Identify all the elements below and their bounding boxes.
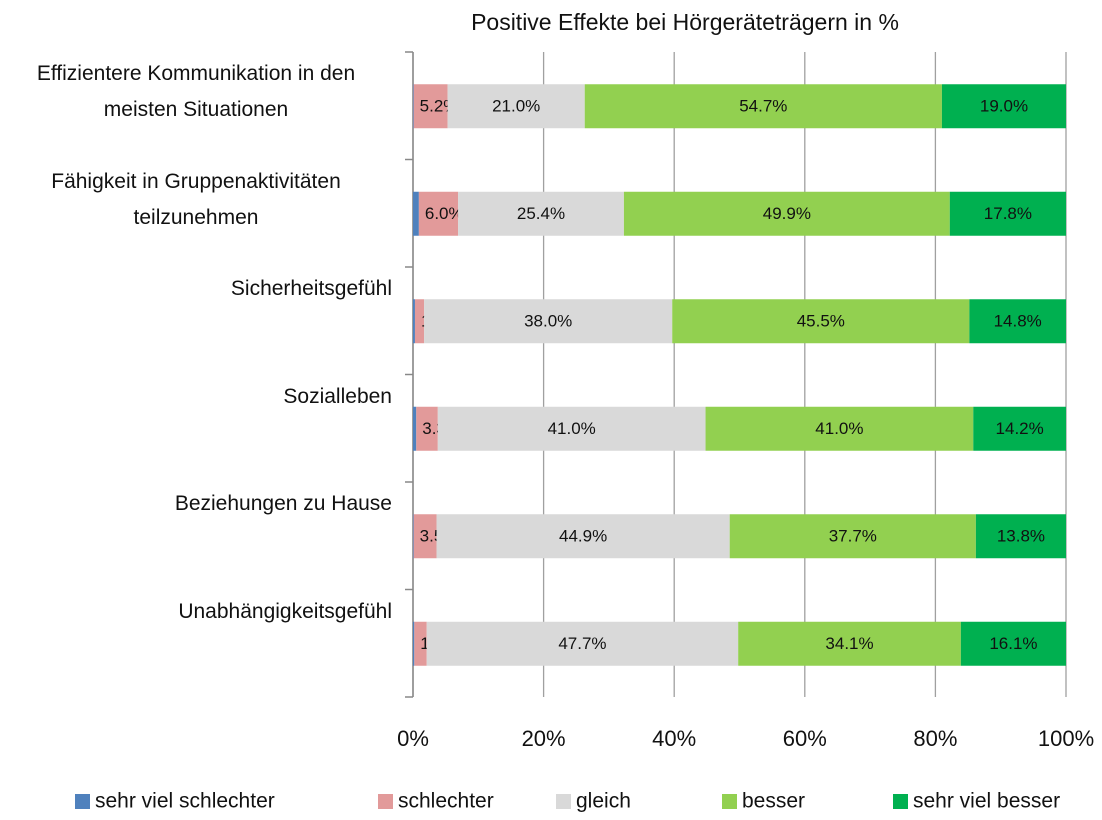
data-label: 14.2% — [996, 419, 1044, 438]
category-label-box: Effizientere Kommunikation in den meiste… — [0, 56, 392, 128]
bar-segment — [413, 406, 417, 451]
x-tick-label: 100% — [1038, 726, 1094, 751]
y-tick-label: Sozialleben — [283, 384, 392, 408]
bar-segment — [738, 621, 961, 666]
bar-segment — [413, 514, 414, 559]
data-label: 21.0% — [492, 97, 540, 116]
bar-segment — [413, 514, 437, 559]
y-tick-label: Beziehungen zu Hause — [174, 492, 392, 515]
bar-segment — [413, 299, 415, 344]
x-tick-label: 40% — [652, 726, 696, 751]
bar-segment — [973, 406, 1066, 451]
bar-segment — [436, 514, 730, 559]
y-tick-label: Effizientere Kommunikation in den meiste… — [36, 62, 356, 121]
legend-label: schlechter — [398, 790, 494, 813]
data-label: 34.1% — [825, 634, 873, 653]
category-label-box: Sicherheitsgefühl — [0, 271, 392, 307]
category-label-box: Sozialleben — [0, 379, 392, 415]
bar-segment — [413, 84, 414, 129]
chart-title: Positive Effekte bei Hörgeräteträgern in… — [471, 9, 899, 35]
legend-label: sehr viel schlechter — [95, 790, 275, 813]
legend-swatch — [556, 794, 571, 809]
data-label: 25.4% — [517, 204, 565, 223]
data-label: 14.8% — [994, 312, 1042, 331]
data-label: 47.7% — [558, 634, 606, 653]
legend-swatch — [75, 794, 90, 809]
bar-segment — [413, 621, 415, 666]
bar-segment — [424, 299, 673, 344]
data-label: 49.9% — [763, 204, 811, 223]
bar-segment — [960, 621, 1066, 666]
bar-segment — [623, 191, 950, 236]
bar-segment — [413, 191, 419, 236]
bar-segment — [447, 84, 585, 129]
bar-segment — [426, 621, 739, 666]
y-tick-label: Fähigkeit in Gruppenaktivitäten teilzune… — [51, 169, 341, 229]
x-tick-label: 60% — [783, 726, 827, 751]
data-label: 19.0% — [980, 97, 1028, 116]
category-label-box: Fähigkeit in Gruppenaktivitäten teilzune… — [0, 164, 392, 236]
bar-segment — [416, 406, 438, 451]
bar-segment — [969, 299, 1066, 344]
y-tick-label: Sicherheitsgefühl — [230, 277, 392, 300]
x-tick-label: 0% — [397, 726, 429, 751]
data-label: 37.7% — [829, 527, 877, 546]
x-tick-label: 20% — [522, 726, 566, 751]
data-label: 41.0% — [548, 419, 596, 438]
bar-segment — [437, 406, 706, 451]
data-label: 13.8% — [997, 527, 1045, 546]
data-label: 16.1% — [989, 634, 1037, 653]
bar-segment — [414, 621, 427, 666]
bar-segment — [584, 84, 942, 129]
data-label: 38.0% — [524, 312, 572, 331]
category-label-box: Beziehungen zu Hause — [0, 486, 392, 522]
y-tick-label: Unabhängigkeitsgefühl — [178, 599, 392, 623]
data-label: 54.7% — [739, 97, 787, 116]
data-label: 41.0% — [815, 419, 863, 438]
bar-segment — [458, 191, 624, 236]
x-tick-label: 80% — [913, 726, 957, 751]
bar-segment — [418, 191, 459, 236]
legend-label: gleich — [576, 790, 631, 813]
bar-segment — [729, 514, 976, 559]
legend-label: sehr viel besser — [913, 790, 1060, 813]
bar-segment — [414, 299, 425, 344]
bar-segment — [413, 84, 448, 129]
legend-swatch — [893, 794, 908, 809]
data-label: 17.8% — [984, 204, 1032, 223]
bar-segment — [949, 191, 1066, 236]
legend-swatch — [722, 794, 737, 809]
bar-segment — [975, 514, 1066, 559]
data-label: 6.0% — [425, 204, 464, 223]
legend-label: besser — [742, 790, 805, 813]
data-label: 44.9% — [559, 527, 607, 546]
legend-swatch — [378, 794, 393, 809]
bar-segment — [672, 299, 970, 344]
bar-segment — [941, 84, 1066, 129]
category-label-box: Unabhängigkeitsgefühl — [0, 594, 392, 630]
bar-segment — [705, 406, 974, 451]
data-label: 45.5% — [797, 312, 845, 331]
